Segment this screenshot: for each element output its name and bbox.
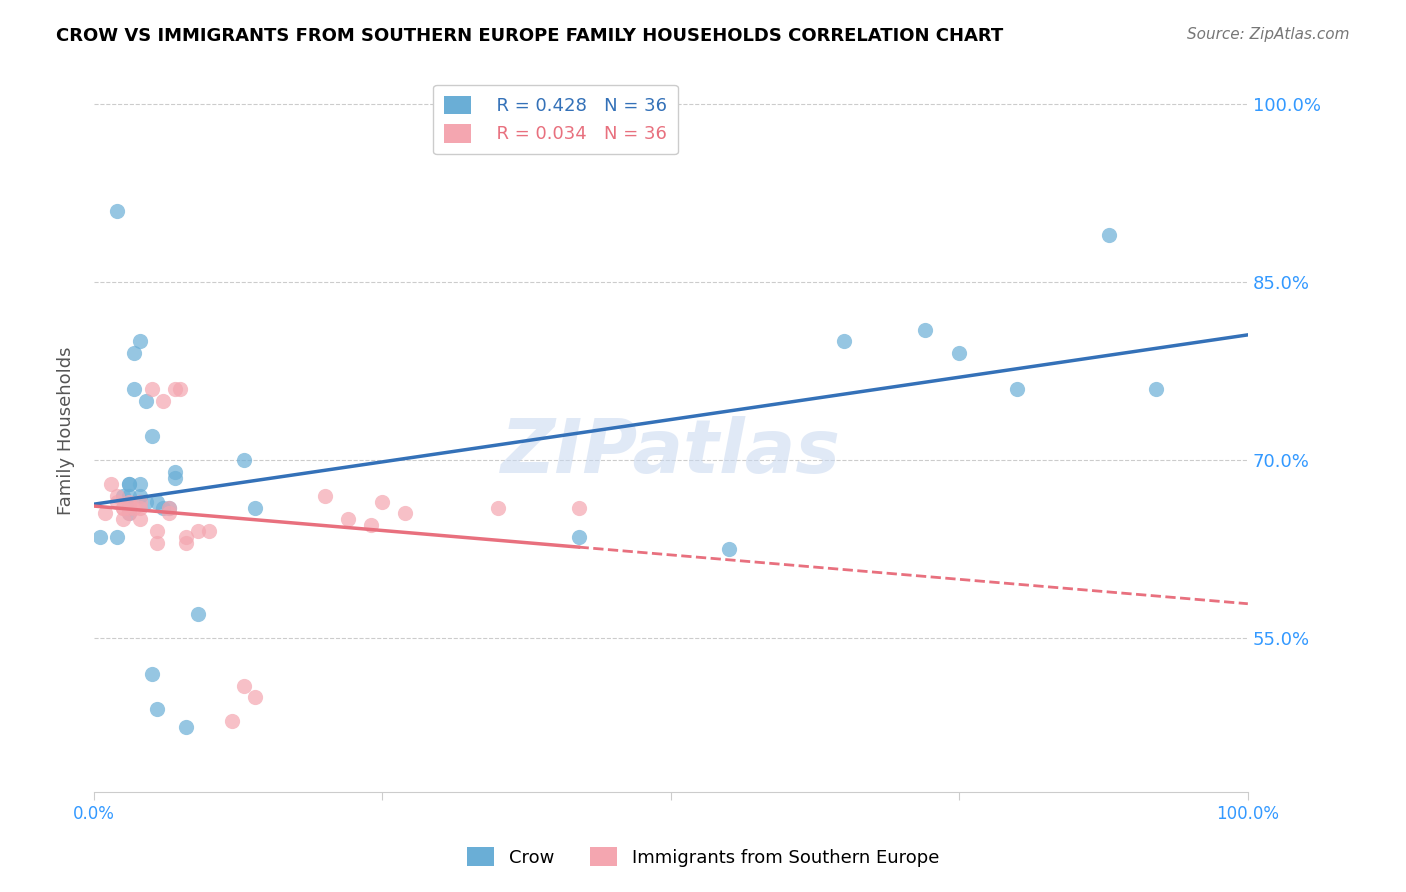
Point (394, 507, 416, 521)
Point (117, 489, 139, 503)
Point (146, 524, 169, 539)
Point (117, 500, 139, 515)
Point (111, 489, 134, 503)
Point (717, 542, 740, 557)
Point (117, 507, 139, 521)
Point (129, 500, 152, 515)
Point (141, 666, 163, 681)
Point (100, 476, 122, 491)
Point (146, 494, 169, 508)
Point (117, 507, 139, 521)
Point (141, 429, 163, 443)
Legend:   R = 0.428   N = 36,   R = 0.034   N = 36: R = 0.428 N = 36, R = 0.034 N = 36 (433, 85, 678, 154)
Point (948, 346, 970, 360)
Point (146, 536, 169, 550)
Point (129, 512, 152, 526)
Point (163, 471, 186, 485)
Point (124, 382, 146, 396)
Point (163, 382, 186, 396)
Point (1098, 227, 1121, 242)
Point (129, 494, 152, 508)
Y-axis label: Family Households: Family Households (58, 346, 75, 515)
Point (174, 536, 197, 550)
Point (371, 494, 394, 508)
Point (568, 530, 591, 544)
Point (111, 500, 134, 515)
Point (129, 489, 152, 503)
Point (245, 690, 267, 705)
Point (117, 476, 139, 491)
Point (111, 512, 134, 526)
Text: ZIPatlas: ZIPatlas (501, 416, 841, 489)
Point (129, 334, 152, 349)
Point (221, 714, 243, 728)
Point (169, 382, 191, 396)
Point (152, 500, 174, 515)
Point (174, 530, 197, 544)
Point (124, 500, 146, 515)
Point (1144, 382, 1167, 396)
Text: Source: ZipAtlas.com: Source: ZipAtlas.com (1187, 27, 1350, 42)
Point (187, 607, 209, 622)
Point (141, 382, 163, 396)
Point (105, 494, 128, 508)
Point (163, 465, 186, 479)
Point (1005, 382, 1028, 396)
Point (105, 489, 128, 503)
Legend: Crow, Immigrants from Southern Europe: Crow, Immigrants from Southern Europe (460, 840, 946, 874)
Point (129, 476, 152, 491)
Point (336, 512, 359, 526)
Point (135, 494, 157, 508)
Point (232, 453, 254, 467)
Point (105, 530, 128, 544)
Point (486, 500, 509, 515)
Point (832, 334, 855, 349)
Point (157, 507, 180, 521)
Point (135, 393, 157, 408)
Point (124, 346, 146, 360)
Text: CROW VS IMMIGRANTS FROM SOUTHERN EUROPE FAMILY HOUSEHOLDS CORRELATION CHART: CROW VS IMMIGRANTS FROM SOUTHERN EUROPE … (56, 27, 1004, 45)
Point (111, 500, 134, 515)
Point (360, 518, 382, 533)
Point (117, 494, 139, 508)
Point (245, 500, 267, 515)
Point (105, 203, 128, 218)
Point (174, 720, 197, 734)
Point (914, 322, 936, 336)
Point (117, 476, 139, 491)
Point (232, 678, 254, 692)
Point (157, 500, 180, 515)
Point (94, 507, 117, 521)
Point (117, 500, 139, 515)
Point (89, 530, 111, 544)
Point (146, 702, 169, 716)
Point (152, 393, 174, 408)
Point (157, 500, 180, 515)
Point (187, 524, 209, 539)
Point (314, 489, 336, 503)
Point (198, 524, 221, 539)
Point (568, 500, 591, 515)
